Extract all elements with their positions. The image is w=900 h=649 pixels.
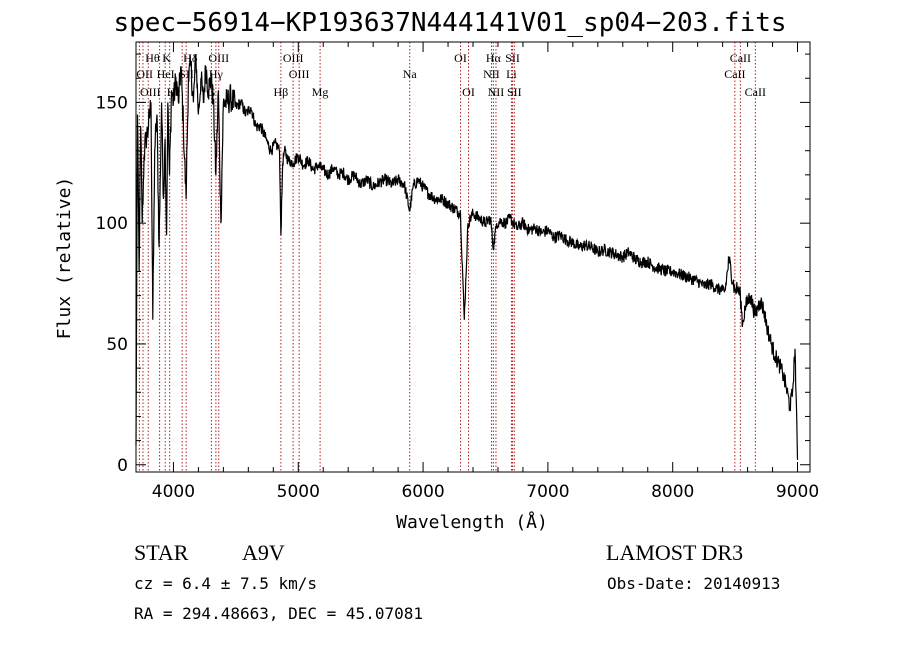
- line-label-22: Mg: [312, 85, 329, 99]
- line-label-24: NII: [488, 85, 505, 99]
- y-tick-label-1: 50: [106, 335, 128, 355]
- redshift-cz: cz = 6.4 ± 7.5 km/s: [134, 574, 318, 593]
- line-label-18: OIII: [140, 85, 161, 99]
- line-label-25: SII: [507, 85, 522, 99]
- line-label-16: Li: [506, 67, 517, 81]
- axis-ticks: 4000 5000 6000 7000 8000 9000 0 50 100 150: [96, 42, 819, 502]
- chart-title: spec−56914−KP193637N444141V01_sp04−203.f…: [113, 8, 787, 38]
- y-tick-label-2: 100: [96, 214, 128, 234]
- line-label-12: Hγ: [209, 67, 224, 81]
- line-label-3: OIII: [208, 51, 229, 65]
- line-label-15: NII: [483, 67, 500, 81]
- x-tick-label-1: 5000: [277, 482, 320, 502]
- line-label-5: OI: [454, 51, 467, 65]
- line-label-7: SII: [505, 51, 520, 65]
- line-marker-group: [138, 42, 756, 472]
- y-tick-label-3: 150: [96, 93, 128, 113]
- x-tick-label-4: 8000: [651, 482, 694, 502]
- object-subclass: A9V: [242, 540, 285, 565]
- line-label-8: CaII: [730, 51, 751, 65]
- x-tick-label-3: 7000: [526, 482, 569, 502]
- line-label-4: OIII: [283, 51, 304, 65]
- line-label-14: Na: [403, 67, 418, 81]
- line-label-11: SII: [179, 67, 194, 81]
- line-label-1: K: [162, 51, 171, 65]
- line-label-10: HeI: [157, 67, 175, 81]
- x-tick-label-5: 9000: [776, 482, 819, 502]
- line-label-17: CaII: [724, 67, 745, 81]
- plot-frame: [135, 41, 811, 473]
- line-label-13: OIII: [289, 67, 310, 81]
- x-tick-label-2: 6000: [401, 482, 444, 502]
- y-tick-label-0: 0: [117, 456, 128, 476]
- line-label-23: OI: [462, 85, 475, 99]
- line-label-0: Hθ: [145, 51, 160, 65]
- line-label-21: Hβ: [274, 85, 289, 99]
- ra-dec-coordinates: RA = 294.48663, DEC = 45.07081: [134, 604, 423, 623]
- line-label-9: OII: [136, 67, 153, 81]
- x-axis-label: Wavelength (Å): [396, 511, 548, 533]
- x-tick-label-0: 4000: [152, 482, 195, 502]
- object-class: STAR: [134, 540, 189, 565]
- line-label-6: Hα: [486, 51, 502, 65]
- y-axis-label: Flux (relative): [54, 177, 75, 340]
- survey-name: LAMOST DR3: [606, 540, 744, 565]
- observation-date: Obs-Date: 20140913: [607, 574, 781, 593]
- spectrum-line: [135, 53, 799, 460]
- series-group: [135, 53, 799, 460]
- line-label-26: CaII: [745, 85, 766, 99]
